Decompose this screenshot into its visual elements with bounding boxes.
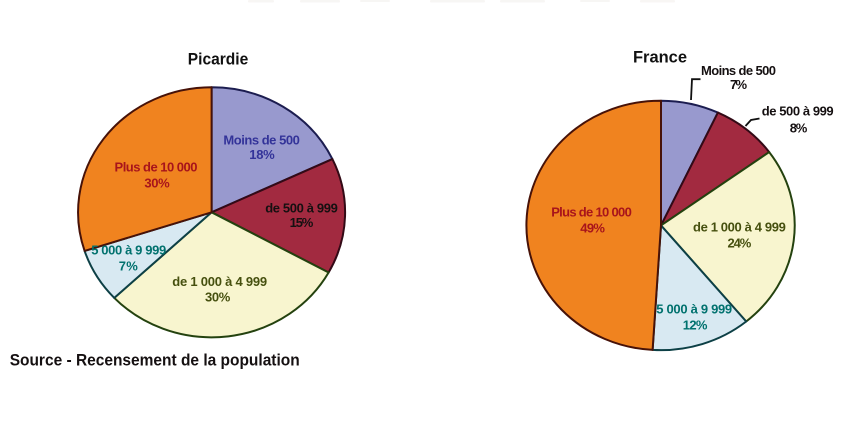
svg-text:5 000 à 9 999: 5 000 à 9 999 [656,301,732,316]
svg-text:15%: 15% [290,215,314,230]
svg-text:de 500 à 999: de 500 à 999 [265,200,338,215]
svg-text:30%: 30% [205,289,231,304]
svg-text:7%: 7% [730,77,747,92]
svg-text:Plus de 10 000: Plus de 10 000 [115,159,198,174]
svg-text:France: France [633,48,687,67]
svg-text:Moins de 500: Moins de 500 [223,132,299,147]
svg-text:de 500 à 999: de 500 à 999 [762,103,834,118]
svg-text:Plus de 10 000: Plus de 10 000 [551,205,632,220]
svg-text:24%: 24% [728,235,752,250]
svg-text:7%: 7% [119,259,139,274]
svg-text:49%: 49% [580,220,605,235]
svg-text:Moins de 500: Moins de 500 [701,63,776,78]
svg-text:Source - Recensement de la pop: Source - Recensement de la population [10,351,300,370]
svg-text:5 000 à 9 999: 5 000 à 9 999 [91,243,166,258]
svg-text:de 1 000 à 4 999: de 1 000 à 4 999 [693,219,786,234]
svg-text:18%: 18% [249,147,275,162]
svg-text:30%: 30% [144,175,170,190]
svg-text:Picardie: Picardie [188,50,249,69]
svg-text:8%: 8% [790,121,808,136]
svg-text:de 1 000 à 4 999: de 1 000 à 4 999 [172,274,267,289]
svg-text:12%: 12% [683,317,708,332]
